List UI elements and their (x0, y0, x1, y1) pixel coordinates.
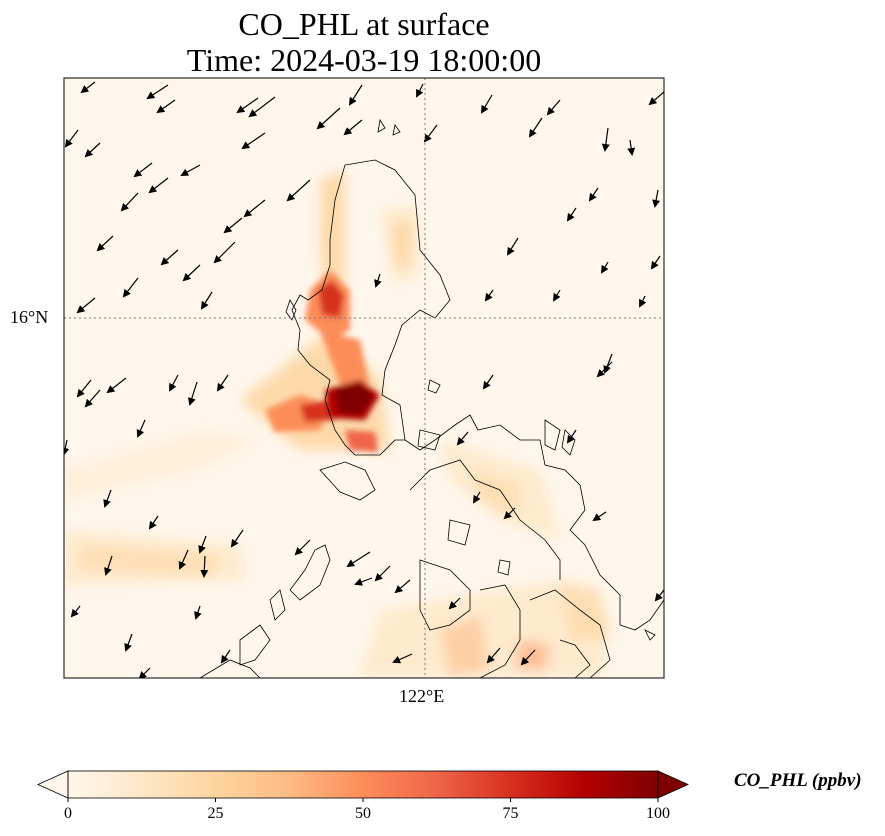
colorbar-tick-label: 100 (646, 805, 670, 822)
colorbar-max-extend (657, 770, 689, 799)
colorbar (37, 770, 689, 802)
colorbar-gradient (68, 771, 658, 798)
map-panel (64, 78, 664, 678)
colorbar-label: CO_PHL (ppbv) (734, 770, 862, 791)
lon-tick-label: 122°E (399, 686, 445, 706)
colorbar-min-extend (37, 770, 69, 799)
map-frame (63, 77, 665, 679)
colorbar-tick-label: 50 (355, 805, 371, 822)
colorbar-tick-label: 75 (502, 805, 519, 822)
colorbar-tick-label: 0 (64, 805, 72, 822)
gridlines (64, 78, 664, 678)
map-time: Time: 2024-03-19 18:00:00 (186, 42, 542, 78)
lat-tick-label: 16°N (10, 307, 49, 327)
wind-vectors (64, 81, 664, 678)
colorbar-tick-label: 25 (207, 805, 224, 822)
coastlines (199, 118, 664, 678)
map-title: CO_PHL at surface (238, 6, 490, 42)
